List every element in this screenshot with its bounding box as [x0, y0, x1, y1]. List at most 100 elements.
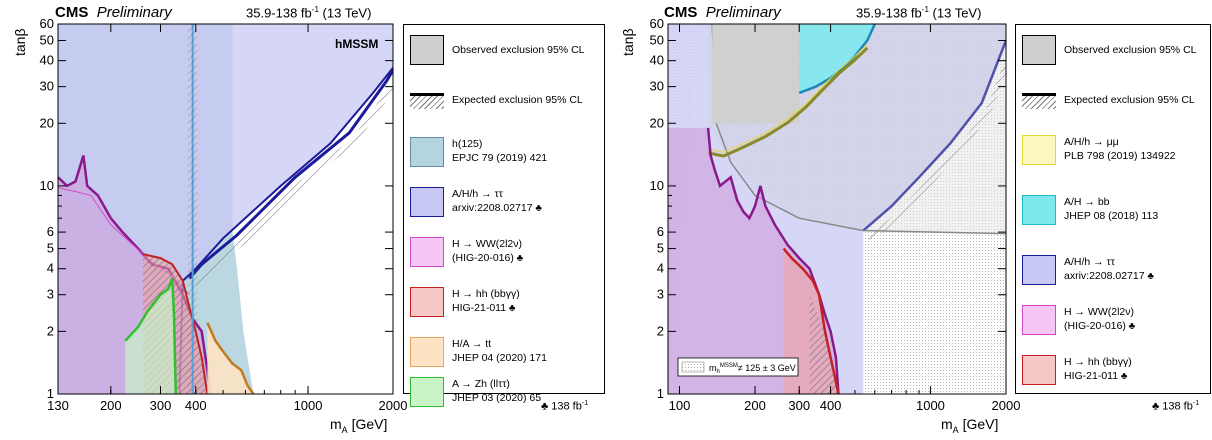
legend-left: Observed exclusion 95% CL Expected exclus…: [403, 24, 605, 407]
y-tick-label: 2: [657, 323, 664, 338]
tautau-observed-line: [178, 67, 393, 394]
legend-entry: Expected exclusion 95% CL: [1022, 85, 1206, 119]
ww-observed-line: [706, 127, 840, 394]
left-panel: CMS Preliminary 35.9-138 fb-1 (13 TeV) t…: [12, 4, 605, 435]
legend-swatch: [1022, 305, 1056, 335]
xlabel-m: m: [330, 416, 342, 432]
x-tick-label: 100: [669, 398, 691, 413]
y-tick-label: 3: [657, 287, 664, 302]
zh-observed-line: [124, 277, 178, 394]
y-tick-label: 4: [657, 261, 664, 276]
legend-swatch: [1022, 93, 1056, 109]
header-right: CMS Preliminary: [664, 4, 781, 21]
legend-label-line2: PLB 798 (2019) 134922: [1064, 150, 1176, 162]
experiment-label: CMS: [664, 4, 698, 21]
y-tick-label: 60: [40, 16, 54, 31]
legend-label-line1: Observed exclusion 95% CL: [1064, 44, 1197, 56]
y-tick-label: 4: [47, 261, 54, 276]
legend-label: H → hh (bbγγ) HIG-21-011 ♣: [452, 287, 520, 316]
club-icon: ♣: [506, 303, 516, 314]
y-tick-label: 60: [650, 16, 664, 31]
x-axis-label-right: mA [GeV]: [941, 416, 998, 435]
tautau-expected-line: [188, 69, 393, 280]
x-axis-label-left: mA [GeV]: [330, 416, 387, 435]
y-tick-label: 1: [657, 386, 664, 401]
plot-area: [58, 24, 393, 394]
y-tick-label: 40: [40, 53, 54, 68]
lumi-sup: -1: [311, 5, 319, 14]
legend-swatch: [1022, 135, 1056, 165]
bb-observed-line: [798, 24, 876, 95]
legend-label-line2: EPJC 79 (2019) 421: [452, 152, 548, 164]
club-icon: ♣: [1125, 321, 1136, 332]
club-icon: ♣: [1144, 271, 1154, 282]
footnote-sup: -1: [581, 400, 589, 407]
club-icon: ♣: [1118, 371, 1128, 382]
inset-sub: h: [717, 369, 720, 375]
energy-text: (13 TeV): [322, 5, 372, 21]
y-tick-label: 40: [650, 53, 664, 68]
x-tick-label: 200: [744, 398, 766, 413]
plot-frame: [667, 23, 1007, 395]
legend-label: Expected exclusion 95% CL: [452, 85, 583, 107]
legend-entry: H/A → tt JHEP 04 (2020) 171: [410, 337, 600, 371]
hh-hatch: [809, 294, 839, 394]
legend-label-line2: JHEP 08 (2018) 113: [1064, 210, 1159, 222]
legend-entry: A/H/h → μμ PLB 798 (2019) 134922: [1022, 135, 1206, 169]
legend-entry: H → WW(2l2ν) (HIG-20-016) ♣: [410, 237, 600, 271]
energy-text: (13 TeV): [932, 5, 982, 21]
mh-inset: mhMSSM≠ 125 ± 3 GeV: [677, 357, 799, 377]
legend-entry: H → hh (bbγγ) HIG-21-011 ♣: [410, 287, 600, 321]
lumi-label-left: 35.9-138 fb-1 (13 TeV): [246, 5, 371, 20]
plot-area: [668, 24, 1006, 394]
legend-entry: A/H → bb JHEP 08 (2018) 113: [1022, 195, 1206, 229]
status-label: Preliminary: [96, 4, 172, 21]
y-tick-label: 50: [40, 32, 54, 47]
plot-left: hMSSM 130 200 300 400 1000 2000 1 2 3 4 5 6 10 20 30 40 5…: [40, 16, 408, 413]
y-tick-label: 50: [650, 32, 664, 47]
y-tick-label: 10: [650, 178, 664, 193]
experiment-label: CMS: [55, 4, 89, 21]
legend-entry: Observed exclusion 95% CL: [1022, 35, 1206, 69]
y-tick-label: 1: [47, 386, 54, 401]
footnote-left: ♣ 138 fb-1: [541, 400, 588, 413]
legend-entry: H → WW(2l2ν) (HIG-20-016) ♣: [1022, 305, 1206, 339]
legend-swatch: [410, 377, 444, 407]
legend-entry: A/H/h → ττ arxiv:2208.02717 ♣: [410, 187, 600, 221]
legend-entry: Expected exclusion 95% CL: [410, 85, 600, 119]
legend-swatch: [410, 93, 444, 109]
legend-label: Observed exclusion 95% CL: [1064, 35, 1197, 57]
footnote-text: ♣ 138 fb: [541, 400, 582, 413]
lumi-text: 35.9-138 fb: [856, 5, 922, 21]
x-tick-label: 400: [820, 398, 842, 413]
plot-frame: [57, 23, 394, 395]
inset-swatch: [681, 361, 705, 373]
x-tick-label: 2000: [379, 398, 408, 413]
y-tick-label: 5: [657, 241, 664, 256]
legend-label-line1: Expected exclusion 95% CL: [1064, 94, 1195, 106]
tautau-hatch: [867, 58, 1006, 243]
club-icon: ♣: [513, 253, 524, 264]
legend-label-line2: arxiv:2208.02717 ♣: [452, 202, 542, 214]
legend-swatch: [410, 287, 444, 317]
y-tick-label: 30: [40, 79, 54, 94]
inset-rest: ≠ 125 ± 3 GeV: [738, 363, 796, 373]
legend-label: Expected exclusion 95% CL: [1064, 85, 1195, 107]
legend-label: H → hh (bbγγ) HIG-21-011 ♣: [1064, 355, 1132, 384]
lumi-label-right: 35.9-138 fb-1 (13 TeV): [856, 5, 981, 20]
legend-entry: A → Zh (llττ) JHEP 03 (2020) 65: [410, 377, 600, 411]
legend-label: Observed exclusion 95% CL: [452, 35, 585, 57]
club-icon: ♣: [532, 203, 542, 214]
legend-label-line2: (HIG-20-016) ♣: [452, 252, 524, 264]
legend-label-line1: A → Zh (llττ): [452, 378, 510, 390]
legend-label: H → WW(2l2ν) (HIG-20-016) ♣: [452, 237, 523, 266]
legend-swatch: [1022, 195, 1056, 225]
legend-label-line1: h(125): [452, 138, 483, 150]
legend-label: H/A → tt JHEP 04 (2020) 171: [452, 337, 547, 365]
legend-label-line1: Expected exclusion 95% CL: [452, 94, 583, 106]
status-label: Preliminary: [705, 4, 781, 21]
toptop-region: [207, 322, 254, 394]
x-tick-label: 300: [788, 398, 810, 413]
y-tick-label: 5: [47, 241, 54, 256]
legend-label-line1: Observed exclusion 95% CL: [452, 44, 585, 56]
